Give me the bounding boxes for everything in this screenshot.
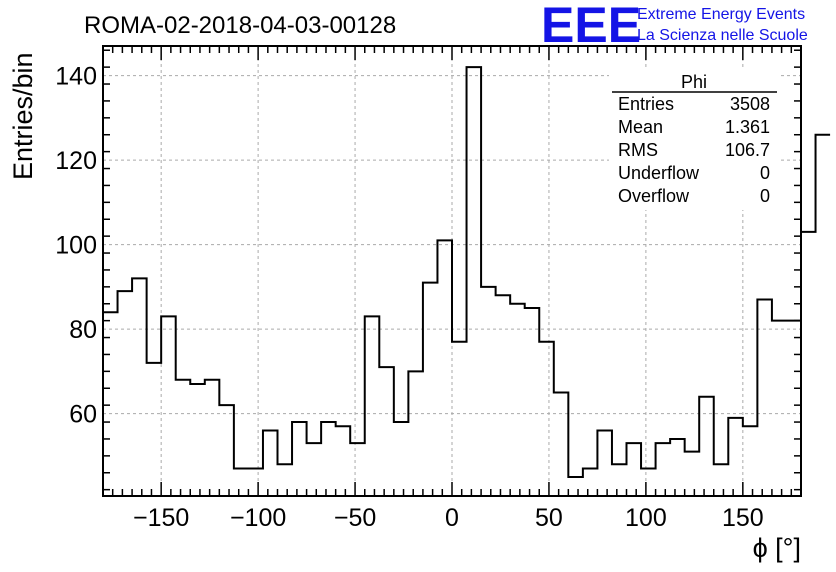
stats-row-label: Mean bbox=[618, 117, 663, 137]
x-tick-label: −150 bbox=[133, 504, 189, 532]
stats-row-label: Overflow bbox=[618, 186, 690, 206]
x-tick-label: 150 bbox=[722, 504, 764, 532]
logo-mark: EEE bbox=[541, 0, 641, 53]
y-tick-label: 100 bbox=[55, 232, 97, 260]
logo-line-2: La Scienza nelle Scuole bbox=[637, 27, 808, 44]
axis-ticks bbox=[103, 46, 801, 496]
stats-row-value: 1.361 bbox=[725, 117, 770, 137]
y-tick-label: 120 bbox=[55, 147, 97, 175]
stats-box-background bbox=[609, 70, 779, 210]
x-tick-label: 50 bbox=[535, 504, 563, 532]
stats-row-value: 0 bbox=[760, 163, 770, 183]
stats-row-value: 3508 bbox=[730, 94, 770, 114]
x-tick-label: 100 bbox=[625, 504, 667, 532]
x-tick-label: −50 bbox=[334, 504, 376, 532]
stats-row-label: Underflow bbox=[618, 163, 700, 183]
stats-row-value: 0 bbox=[760, 186, 770, 206]
x-tick-labels: −150 −100 −50 0 50 100 150 bbox=[133, 504, 764, 532]
y-tick-labels: 60 80 100 120 140 bbox=[55, 63, 97, 429]
stats-box: Phi Entries 3508 Mean 1.361 RMS 106.7 Underflo… bbox=[609, 70, 779, 210]
eee-logo: EEE Extreme Energy Events La Scienza nel… bbox=[541, 0, 808, 53]
stats-row-label: RMS bbox=[618, 140, 658, 160]
y-axis-label: Entries/bin bbox=[8, 52, 38, 180]
x-tick-label: −100 bbox=[230, 504, 286, 532]
chart-title: ROMA-02-2018-04-03-00128 bbox=[84, 12, 396, 39]
x-axis-label: ϕ [°] bbox=[753, 533, 801, 563]
logo-line-1: Extreme Energy Events bbox=[637, 6, 805, 23]
stats-row-label: Entries bbox=[618, 94, 674, 114]
stats-row-value: 106.7 bbox=[725, 140, 770, 160]
stats-title: Phi bbox=[681, 72, 707, 92]
y-tick-label: 60 bbox=[69, 401, 97, 429]
histogram-line bbox=[103, 66, 831, 478]
y-tick-label: 140 bbox=[55, 63, 97, 91]
stats-rows: Entries 3508 Mean 1.361 RMS 106.7 Underflow 0 Ov… bbox=[618, 94, 770, 206]
y-tick-label: 80 bbox=[69, 316, 97, 344]
plot-frame bbox=[102, 45, 802, 497]
x-tick-label: 0 bbox=[445, 504, 459, 532]
